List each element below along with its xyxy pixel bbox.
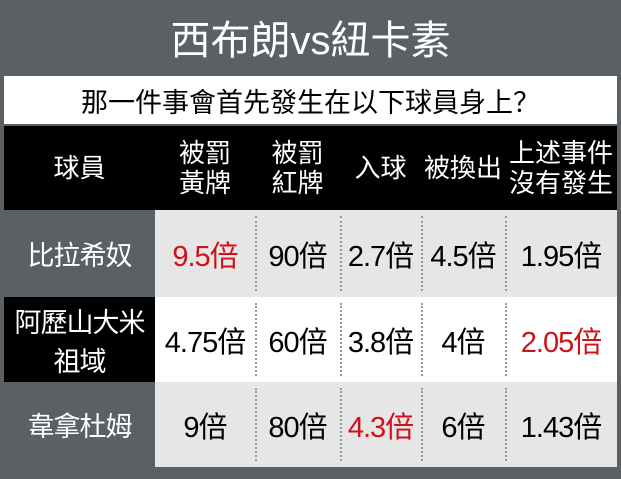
odds-cell: 4.5倍	[430, 240, 496, 273]
odds-cell: 4.3倍	[347, 411, 414, 444]
column-header: 被換出	[421, 126, 505, 210]
odds-cell: 1.43倍	[520, 411, 602, 444]
column-header: 被罰 黃牌	[155, 126, 255, 210]
column-separator	[421, 303, 423, 376]
column-separator	[255, 388, 257, 461]
header-line: 球員	[53, 153, 106, 183]
row-background	[155, 210, 617, 297]
odds-cell: 4倍	[441, 326, 485, 359]
question: 那一件事會首先發生在以下球員身上？	[4, 76, 617, 124]
odds-cell: 3.8倍	[347, 326, 414, 359]
title: 西布朗vs紐卡素	[170, 19, 451, 63]
header-line: 紅牌	[271, 168, 324, 198]
player-name: 阿歷山大米祖域	[4, 297, 155, 382]
odds-cell: 2.05倍	[520, 326, 602, 359]
odds-cell: 2.7倍	[347, 240, 414, 273]
odds-cell: 60倍	[268, 326, 327, 359]
header-line: 被罰	[178, 138, 231, 168]
column-header: 被罰 紅牌	[255, 126, 340, 210]
odds-cell: 80倍	[268, 411, 327, 444]
column-separator	[421, 216, 423, 291]
player-name: 比拉希奴	[4, 210, 155, 297]
player-name: 韋拿杜姆	[4, 382, 155, 467]
header-line: 黃牌	[178, 168, 231, 198]
column-separator	[421, 388, 423, 461]
header-line: 被罰	[271, 138, 324, 168]
column-separator	[340, 303, 342, 376]
header-line: 被換出	[423, 153, 502, 183]
odds-cell: 6倍	[441, 411, 485, 444]
column-separator	[505, 388, 507, 461]
column-separator	[340, 388, 342, 461]
header-line: 入球	[354, 153, 407, 183]
row-background	[155, 297, 617, 382]
odds-cell: 1.95倍	[520, 240, 602, 273]
column-separator	[255, 303, 257, 376]
odds-cell: 9倍	[183, 411, 227, 444]
column-separator	[340, 216, 342, 291]
column-separator	[255, 216, 257, 291]
column-separator	[505, 216, 507, 291]
odds-cell: 4.75倍	[164, 326, 246, 359]
odds-cell: 90倍	[268, 240, 327, 273]
column-header: 上述事件 沒有發生	[505, 126, 617, 210]
header-line: 沒有發生	[508, 168, 613, 198]
header-line: 上述事件	[508, 138, 613, 168]
column-header: 入球	[340, 126, 421, 210]
column-separator	[505, 303, 507, 376]
row-background	[155, 382, 617, 467]
odds-cell: 9.5倍	[172, 240, 238, 273]
column-header: 球員	[4, 126, 155, 210]
